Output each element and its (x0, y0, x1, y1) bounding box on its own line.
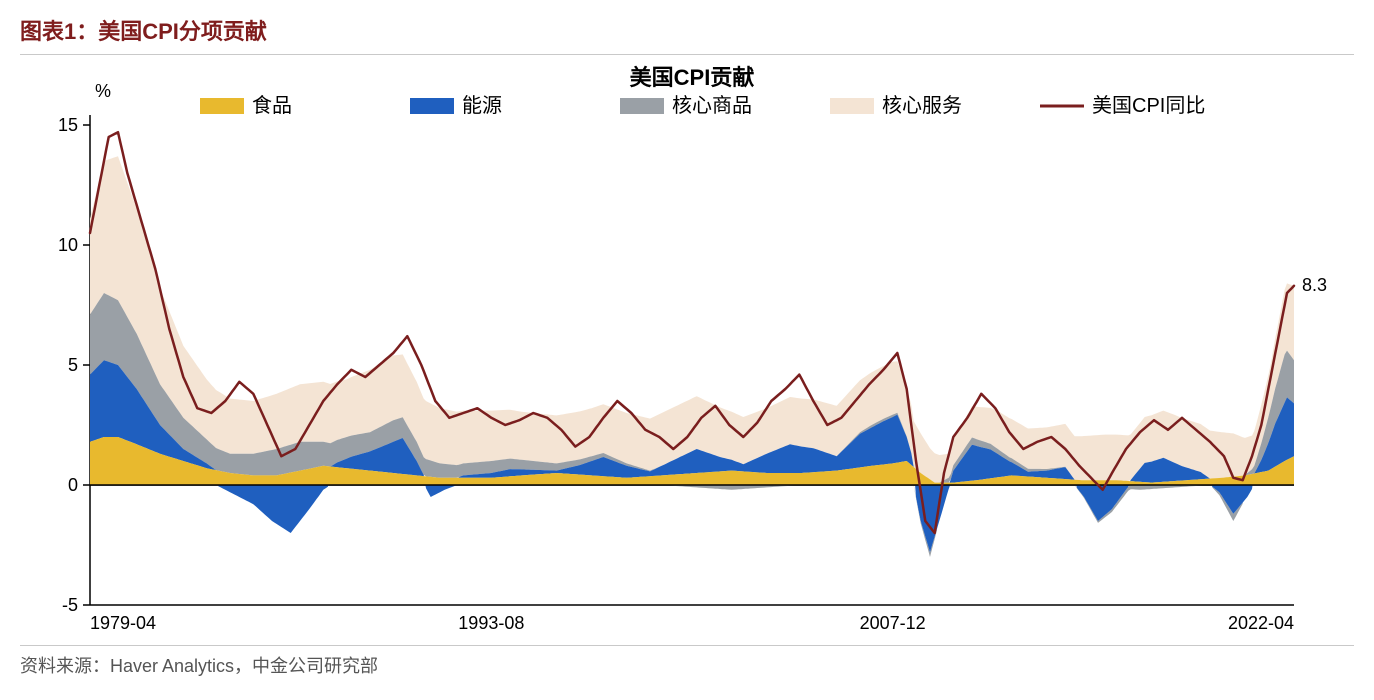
svg-text:1993-08: 1993-08 (458, 613, 524, 633)
svg-text:0: 0 (68, 475, 78, 495)
figure-title: 图表1：美国CPI分项贡献 (20, 10, 1354, 54)
svg-text:5: 5 (68, 355, 78, 375)
svg-text:1979-04: 1979-04 (90, 613, 156, 633)
source-line: 资料来源：Haver Analytics，中金公司研究部 (20, 646, 1354, 678)
svg-text:核心商品: 核心商品 (672, 94, 752, 117)
cpi-chart: -5 0 5 10 15% 美国CPI贡献食品 能源 核心商品 核心服务 美国CPI同比 8.3 19… (20, 55, 1354, 645)
svg-text:食品: 食品 (252, 94, 292, 117)
figure-title-text: 图表1：美国CPI分项贡献 (20, 19, 267, 44)
svg-text:美国CPI同比: 美国CPI同比 (1092, 94, 1205, 117)
svg-text:美国CPI贡献: 美国CPI贡献 (630, 65, 755, 90)
svg-text:15: 15 (58, 115, 78, 135)
svg-text:2007-12: 2007-12 (860, 613, 926, 633)
end-label: 8.3 (1302, 275, 1327, 295)
svg-text:%: % (95, 81, 111, 101)
svg-text:10: 10 (58, 235, 78, 255)
source-text: 资料来源：Haver Analytics，中金公司研究部 (20, 656, 378, 676)
chart-container: -5 0 5 10 15% 美国CPI贡献食品 能源 核心商品 核心服务 美国CPI同比 8.3 19… (20, 55, 1354, 645)
svg-text:能源: 能源 (462, 94, 502, 117)
svg-text:-5: -5 (62, 595, 78, 615)
svg-text:2022-04: 2022-04 (1228, 613, 1294, 633)
svg-text:核心服务: 核心服务 (882, 94, 962, 117)
